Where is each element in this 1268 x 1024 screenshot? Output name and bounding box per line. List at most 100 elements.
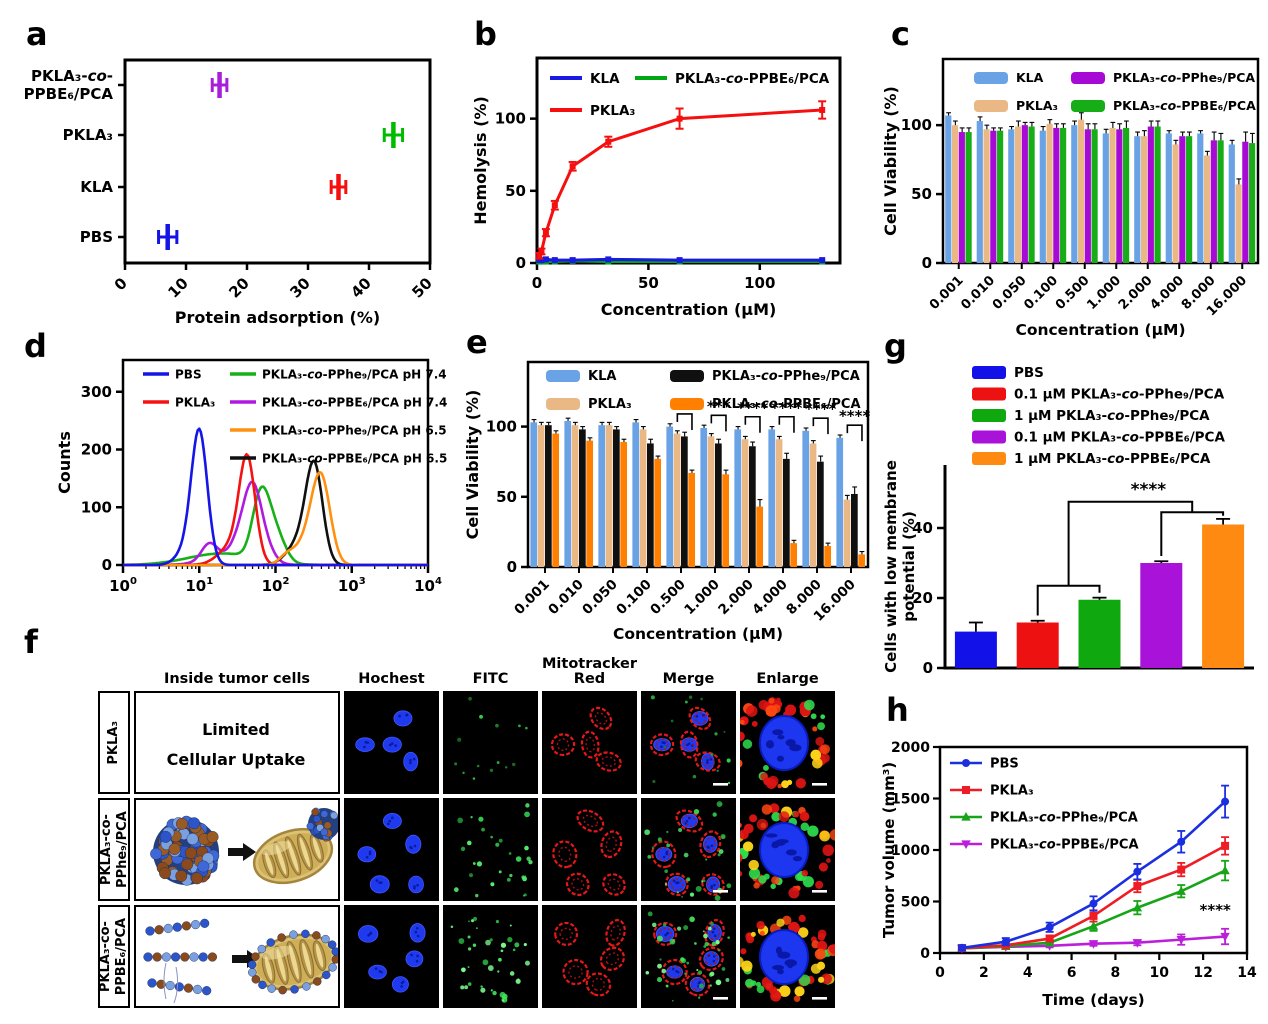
y-tick-label: PBS <box>80 228 113 246</box>
legend-swatch <box>546 370 580 382</box>
mito-crista-lumen <box>302 942 312 976</box>
nucleus-spot <box>386 822 390 826</box>
mito-crista-lumen <box>299 837 311 868</box>
row-label-line: PPhe₉/PCA <box>114 811 130 888</box>
marker-square <box>538 248 545 255</box>
fitc-dot <box>502 999 505 1002</box>
cytoplasm-blob <box>781 780 789 789</box>
nucleus-spot <box>665 852 669 856</box>
mito-ring <box>552 840 578 869</box>
y-tick-label: 0 <box>923 659 933 677</box>
y-tick-label: 1000 <box>891 843 930 859</box>
fitc-dot <box>497 970 500 973</box>
cytoplasm-blob <box>817 933 826 941</box>
cytoplasm-blob <box>815 736 825 746</box>
micrograph-hochest <box>344 691 439 794</box>
tspan: PKLA₃- <box>262 424 307 438</box>
y-tick-label: 0 <box>922 254 932 272</box>
bar-KLA <box>976 121 983 263</box>
nucleus-spot <box>413 885 416 888</box>
fitc-dot <box>467 966 470 968</box>
bar-PKLA₃-co-PPhe₉/PCA <box>1147 126 1154 263</box>
bar-PKLA₃ <box>741 439 749 567</box>
legend-label: PKLA₃-co-PPBE₆/PCA pH 7.4 <box>262 396 447 410</box>
nucleus <box>392 976 409 993</box>
micrograph-enlarge <box>730 905 839 1008</box>
fitc-dot <box>500 949 504 953</box>
polymer-bead <box>165 980 175 991</box>
tspan: 10 <box>262 577 283 595</box>
fitc-dot <box>512 948 516 952</box>
nucleus <box>382 813 402 829</box>
tspan: co <box>1039 838 1056 853</box>
mito-bead <box>302 982 311 991</box>
fitc-dot <box>492 990 497 996</box>
nucleus-spot <box>375 879 379 882</box>
fitc-dot <box>528 859 533 865</box>
cytoplasm-blob <box>819 744 830 755</box>
panel-c-cell-viability-chart: 0 50 100 0.0010.0100.0500.1000.5001.0002.00… <box>881 57 1260 339</box>
nucleus-fold <box>785 739 796 747</box>
fitc-dot <box>524 960 530 966</box>
mito-ring-inner <box>667 965 682 979</box>
fitc-dot <box>720 833 726 840</box>
cytoplasm-blob <box>817 722 826 731</box>
cytoplasm-blob <box>771 876 780 885</box>
series-line-1 <box>537 108 823 257</box>
bar-PKLA₃-co-PPhe₉/PCA <box>613 429 620 567</box>
fitc-dot <box>680 957 685 962</box>
y-axis-label: potential (%) <box>900 511 918 622</box>
nanoparticle-bead <box>175 870 188 882</box>
tspan: co <box>307 368 322 382</box>
bar-KLA <box>1071 125 1078 263</box>
tspan: PKLA₃- <box>1113 98 1160 113</box>
fitc-dot <box>464 985 469 990</box>
fitc-dot <box>726 883 732 889</box>
fitc-dot <box>450 925 454 929</box>
marker-circle <box>1045 923 1054 932</box>
cytoplasm-blob <box>802 813 810 821</box>
mito-ring <box>554 921 579 946</box>
bar-0.1 μM PKLA₃-co-PPhe₉/PCA <box>1016 622 1059 668</box>
marker-circle <box>1133 867 1142 876</box>
y-tick-label: 100 <box>901 116 932 134</box>
nucleus-fold <box>771 840 786 846</box>
legend-label: PKLA₃-co-PPhe₉/PCA pH 6.5 <box>262 424 447 438</box>
bar-KLA <box>666 426 674 567</box>
polymer-bead <box>154 925 164 935</box>
tspan: -PPBE₆/PCA <box>1139 430 1226 446</box>
fitc-dot <box>509 924 512 927</box>
micrograph-enlarge <box>726 691 835 794</box>
x-tick-label: 0.050 <box>579 577 621 619</box>
cytoplasm-blob <box>739 719 745 725</box>
cytoplasm-blob <box>738 829 749 840</box>
bar-PKLA₃-co-PPBE₆/PCA <box>1249 143 1256 263</box>
fitc-dot <box>657 837 662 842</box>
fitc-dot <box>467 982 472 986</box>
polymer-bead <box>207 952 218 962</box>
cytoplasm-blob <box>812 757 823 769</box>
polymer-bead <box>183 983 194 993</box>
marker-square <box>551 257 558 264</box>
micrograph-bg <box>542 798 637 901</box>
nucleus-spot <box>666 931 669 935</box>
x-tick-label: 104 <box>414 576 442 595</box>
mito-ring <box>550 733 576 757</box>
mito-ring-inner <box>657 846 671 862</box>
mito-bead <box>321 934 330 944</box>
mito-ring-group <box>688 706 712 731</box>
fitc-dot <box>659 958 662 961</box>
scale-bar <box>812 997 827 1000</box>
fitc-dot <box>656 935 663 942</box>
marker-triangle-up <box>1088 921 1099 930</box>
nucleus-spot <box>671 967 675 971</box>
column-header-line: Hochest <box>358 670 425 687</box>
nanoparticle-bead <box>181 858 194 871</box>
mito-ring <box>605 919 626 947</box>
fitc-dot <box>458 938 465 944</box>
cytoplasm-blob <box>771 811 781 822</box>
tspan: PKLA₃- <box>31 67 88 85</box>
y-tick-label: PKLA₃-co- <box>31 67 113 85</box>
mito-ring-group <box>605 919 626 947</box>
x-tick-label: 50 <box>638 274 659 292</box>
